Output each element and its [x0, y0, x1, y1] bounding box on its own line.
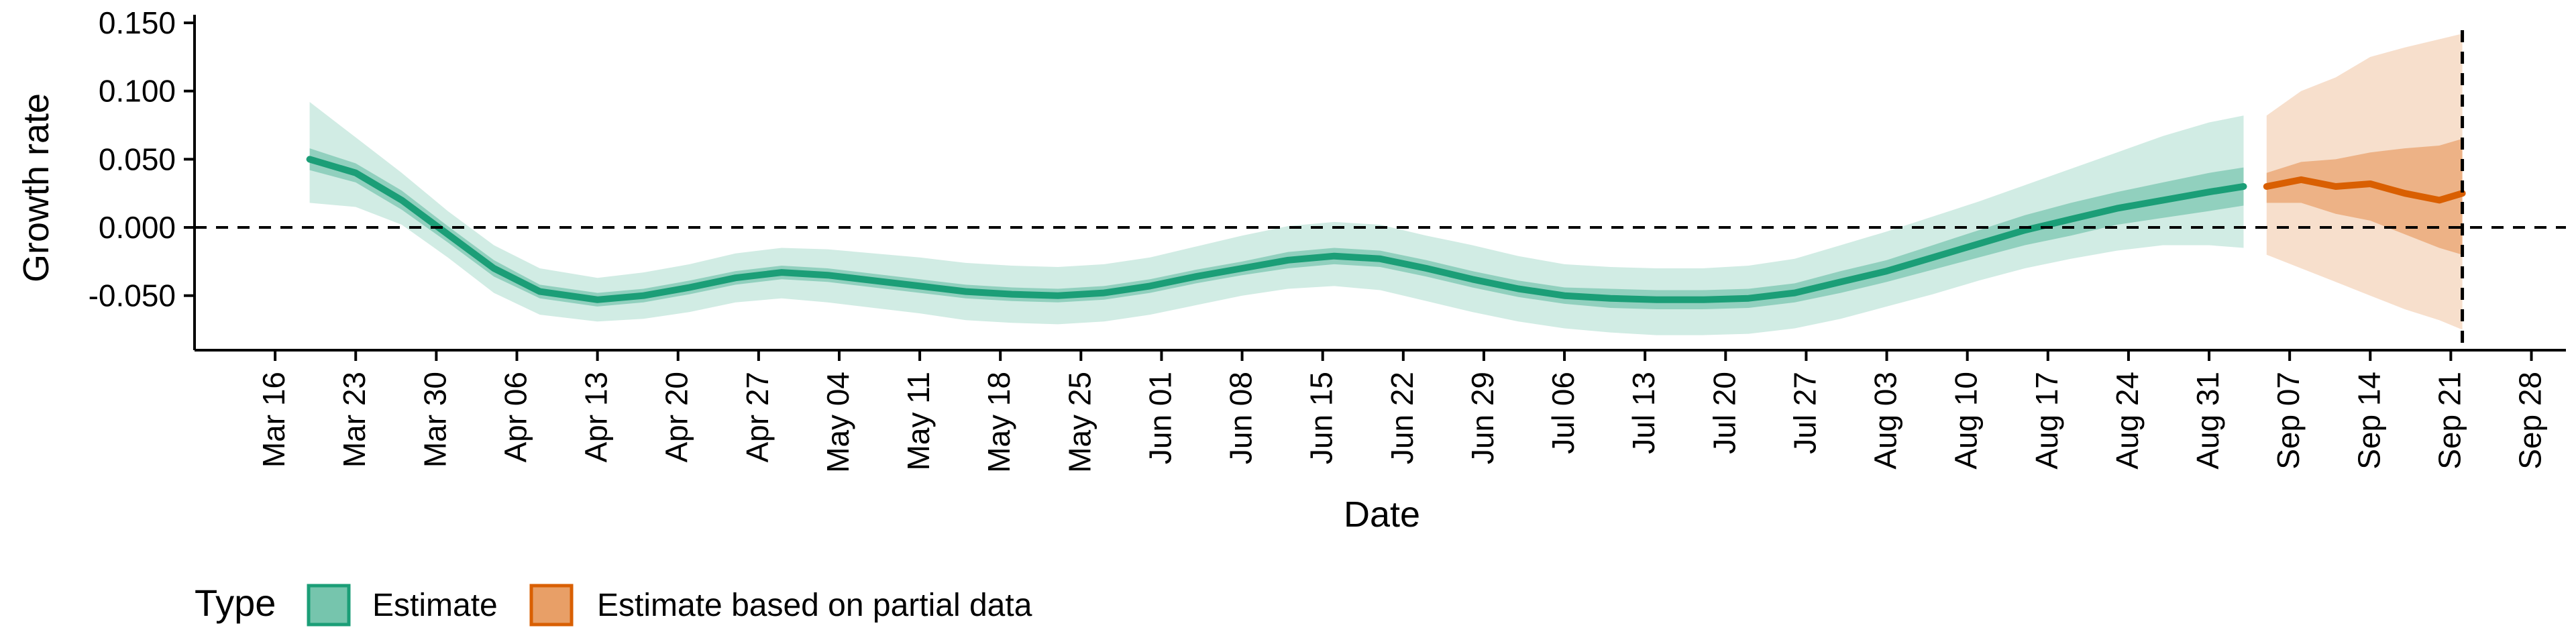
x-tick-label: Jul 27: [1787, 372, 1822, 454]
x-tick-label: Sep 07: [2271, 372, 2306, 470]
x-tick-label: Mar 30: [417, 372, 452, 468]
x-tick-label: Jun 01: [1142, 372, 1177, 464]
x-tick-label: Aug 03: [1868, 372, 1903, 470]
legend-label-estimate: Estimate: [372, 588, 498, 623]
y-axis-title: Growth rate: [16, 93, 56, 282]
x-tick-label: Jul 06: [1546, 372, 1580, 454]
x-tick-label: Jul 13: [1626, 372, 1661, 454]
y-tick-label: 0.100: [99, 74, 176, 109]
x-tick-label: Apr 20: [659, 372, 694, 463]
median-line-partial: [2263, 176, 2466, 204]
x-tick-label: Aug 10: [1949, 372, 1984, 470]
x-tick-label: May 18: [981, 372, 1016, 473]
x-tick-label: Jun 22: [1385, 372, 1419, 464]
y-tick-label: -0.050: [89, 278, 176, 313]
x-tick-label: Jun 08: [1224, 372, 1258, 464]
x-tick-label: Sep 28: [2513, 372, 2548, 470]
plot-area: [195, 30, 2566, 350]
x-tick-label: Apr 13: [579, 372, 614, 463]
y-tick-label: 0.050: [99, 142, 176, 176]
legend-swatch-estimate: [307, 584, 351, 627]
y-tick-label: 0.000: [99, 210, 176, 245]
x-tick-label: Jun 29: [1465, 372, 1500, 464]
x-tick-label: Apr 27: [740, 372, 775, 463]
x-tick-label: May 04: [820, 372, 855, 473]
x-axis-title: Date: [1344, 494, 1420, 535]
x-tick-label: Aug 31: [2190, 372, 2225, 470]
x-tick-label: Jun 15: [1304, 372, 1339, 464]
legend-title: Type: [195, 582, 276, 624]
y-tick-label: 0.150: [99, 5, 176, 40]
x-tick-label: Sep 21: [2432, 372, 2467, 470]
x-tick-label: Aug 24: [2110, 372, 2145, 470]
x-tick-label: Mar 23: [337, 372, 372, 468]
x-tick-label: Aug 17: [2029, 372, 2064, 470]
band-90-estimate: [309, 102, 2244, 335]
x-tick-label: Sep 14: [2351, 372, 2386, 470]
legend-swatch-partial: [529, 584, 574, 627]
x-tick-label: Jul 20: [1707, 372, 1741, 454]
median-line-estimate: [306, 156, 2247, 303]
axes: -0.050 0.000 0.050 0.100 0.150 Mar 16 Mar 23 Ma…: [89, 5, 2566, 473]
band-50-estimate: [309, 148, 2244, 309]
x-tick-label: May 25: [1062, 372, 1097, 473]
band-50-partial: [2266, 138, 2463, 255]
x-tick-label: Apr 06: [498, 372, 533, 463]
legend-label-partial: Estimate based on partial data: [597, 588, 1032, 623]
x-tick-label: May 11: [901, 372, 936, 470]
x-tick-label: Mar 16: [256, 372, 291, 468]
legend: Type Estimate Estimate based on partial …: [195, 582, 1032, 627]
